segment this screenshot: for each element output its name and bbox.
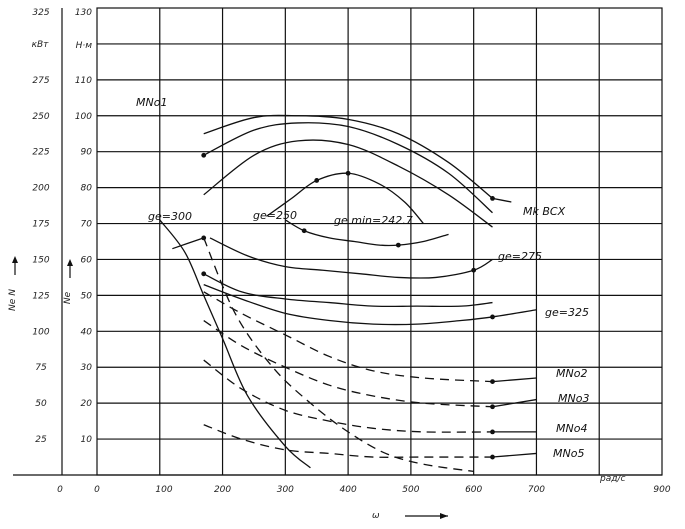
y-me-tick-label: 25 bbox=[35, 435, 47, 445]
y-me-tick-label: 150 bbox=[32, 255, 49, 265]
series-line-5 bbox=[203, 139, 493, 228]
y-ne-tick-label: 20 bbox=[81, 399, 93, 409]
x-axis-label: ω bbox=[372, 511, 380, 521]
y-ne-tick-label: 50 bbox=[81, 291, 93, 301]
y-me-unit: кВт bbox=[32, 40, 50, 50]
series-line-10 bbox=[203, 284, 537, 326]
data-point bbox=[201, 235, 207, 241]
series-line-12 bbox=[203, 291, 493, 383]
data-point bbox=[490, 454, 495, 460]
series-line-3 bbox=[492, 197, 512, 203]
y-ne-tick-label: 100 bbox=[75, 112, 92, 122]
series-line-16 bbox=[203, 359, 493, 433]
curve-layer bbox=[159, 114, 537, 473]
data-point bbox=[490, 429, 495, 435]
data-point bbox=[345, 170, 351, 176]
curve-label-mnk4: MNo4 bbox=[556, 422, 587, 435]
y-me-axis-label: Ne N bbox=[8, 289, 18, 311]
series-line-9 bbox=[209, 237, 493, 279]
x-tick-label: 300 bbox=[277, 485, 294, 495]
curve-label-ge250: ge=250 bbox=[253, 209, 297, 222]
data-point bbox=[490, 314, 495, 320]
data-point bbox=[314, 178, 320, 183]
label-layer: 0 0 100 200 300 400 500 600 700 900 рад/с ω 25 50 75 10… bbox=[8, 8, 671, 521]
x-axis-unit: рад/с bbox=[599, 474, 625, 484]
x-tick-label: 400 bbox=[340, 485, 357, 495]
curve-label-gemin: ge min=242.7 bbox=[334, 214, 413, 227]
series-line-0 bbox=[172, 237, 204, 250]
y-me-tick-label: 75 bbox=[35, 363, 47, 373]
curve-label-mnk3: MNo3 bbox=[558, 392, 589, 405]
x-tick-label: 500 bbox=[402, 485, 419, 495]
data-point bbox=[201, 271, 207, 277]
y-me-tick-label: 100 bbox=[32, 327, 49, 337]
x-tick-label: 0 bbox=[57, 485, 63, 495]
y-me-tick-label: 250 bbox=[32, 112, 49, 122]
x-tick-label: 600 bbox=[465, 485, 482, 495]
y-me-tick-label: 175 bbox=[32, 220, 49, 230]
data-point bbox=[490, 404, 495, 410]
y-ne-tick-label: 60 bbox=[81, 255, 93, 265]
y-ne-axis-label: Ne bbox=[63, 291, 73, 304]
data-point bbox=[201, 152, 207, 158]
y-ne-tick-label: 90 bbox=[81, 148, 93, 158]
y-me-tick-label: 325 bbox=[32, 8, 49, 18]
series-line-1 bbox=[203, 237, 474, 473]
data-point bbox=[490, 195, 495, 201]
series-line-4 bbox=[203, 122, 493, 214]
data-point bbox=[395, 242, 401, 248]
curve-label-ge275: ge=275 bbox=[498, 250, 542, 263]
y-ne-arrow-head bbox=[67, 259, 73, 266]
x-tick-label: 900 bbox=[653, 485, 670, 495]
series-line-2 bbox=[203, 114, 493, 199]
y-me-tick-label: 275 bbox=[32, 76, 49, 86]
data-point bbox=[490, 379, 495, 384]
y-ne-unit: Н·м bbox=[76, 41, 93, 51]
y-ne-tick-label: 30 bbox=[81, 363, 93, 373]
x-tick-label: 100 bbox=[155, 485, 172, 495]
x-tick-label: 0 bbox=[94, 485, 100, 495]
grid-layer bbox=[13, 7, 663, 476]
point-layer bbox=[201, 152, 495, 460]
series-line-19 bbox=[492, 452, 537, 458]
x-tick-label: 700 bbox=[528, 485, 545, 495]
curve-label-mnk2: MNo2 bbox=[556, 367, 587, 380]
curve-label-ge300: ge=300 bbox=[148, 210, 192, 223]
series-line-14 bbox=[203, 319, 493, 408]
series-line-11 bbox=[203, 273, 493, 308]
y-ne-tick-label: 10 bbox=[81, 435, 93, 445]
y-me-tick-label: 125 bbox=[32, 291, 49, 301]
y-ne-tick-label: 80 bbox=[81, 184, 93, 194]
curve-label-mnk1: MNo1 bbox=[136, 96, 167, 109]
y-me-tick-label: 225 bbox=[32, 148, 49, 158]
x-tick-label: 200 bbox=[214, 485, 231, 495]
x-axis-arrow-head bbox=[440, 513, 448, 519]
data-point bbox=[301, 228, 307, 234]
y-me-tick-label: 200 bbox=[32, 184, 49, 194]
y-me-arrow-head bbox=[12, 256, 18, 263]
y-ne-tick-label: 70 bbox=[81, 220, 93, 230]
y-ne-tick-label: 130 bbox=[75, 8, 92, 18]
curve-label-ge325: ge=325 bbox=[545, 306, 589, 319]
series-line-13 bbox=[492, 377, 537, 383]
curve-label-mnk5: MNo5 bbox=[553, 447, 584, 460]
series-line-6 bbox=[159, 219, 311, 469]
y-me-tick-label: 50 bbox=[35, 399, 47, 409]
y-ne-tick-label: 40 bbox=[81, 327, 93, 337]
curve-label-mk_vsx: Mk ВСХ bbox=[523, 205, 566, 218]
data-point bbox=[471, 267, 477, 273]
series-line-15 bbox=[492, 398, 537, 408]
y-ne-tick-label: 110 bbox=[75, 76, 92, 86]
